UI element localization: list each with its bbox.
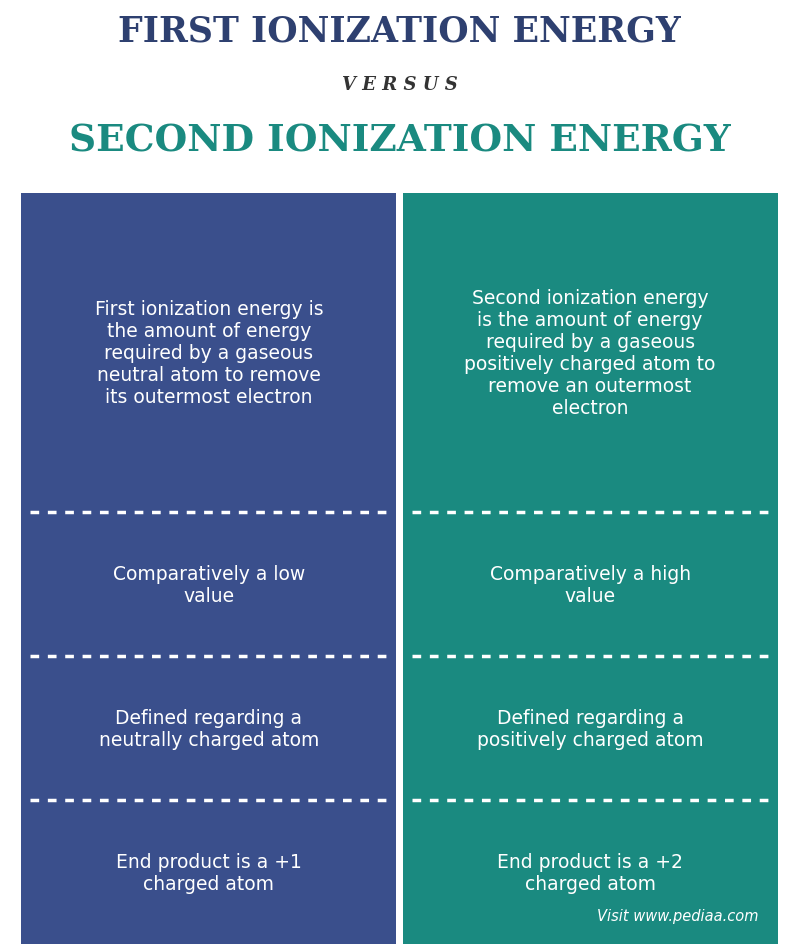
- Text: End product is a +2
charged atom: End product is a +2 charged atom: [497, 851, 683, 893]
- FancyBboxPatch shape: [403, 194, 777, 513]
- Text: FIRST IONIZATION ENERGY: FIRST IONIZATION ENERGY: [118, 14, 681, 48]
- FancyBboxPatch shape: [22, 194, 396, 513]
- Text: Visit www.pediaa.com: Visit www.pediaa.com: [598, 908, 759, 923]
- FancyBboxPatch shape: [22, 801, 396, 944]
- Text: Defined regarding a
positively charged atom: Defined regarding a positively charged a…: [477, 708, 703, 749]
- Text: V E R S U S: V E R S U S: [342, 76, 457, 93]
- Text: Second ionization energy
is the amount of energy
required by a gaseous
positivel: Second ionization energy is the amount o…: [464, 289, 716, 417]
- FancyBboxPatch shape: [403, 801, 777, 944]
- Text: First ionization energy is
the amount of energy
required by a gaseous
neutral at: First ionization energy is the amount of…: [94, 300, 323, 407]
- FancyBboxPatch shape: [403, 657, 777, 801]
- Text: End product is a +1
charged atom: End product is a +1 charged atom: [116, 851, 302, 893]
- Text: SECOND IONIZATION ENERGY: SECOND IONIZATION ENERGY: [69, 123, 730, 160]
- Text: Defined regarding a
neutrally charged atom: Defined regarding a neutrally charged at…: [98, 708, 319, 749]
- Text: Comparatively a low
value: Comparatively a low value: [113, 565, 305, 605]
- Text: Comparatively a high
value: Comparatively a high value: [490, 565, 690, 605]
- FancyBboxPatch shape: [22, 513, 396, 657]
- FancyBboxPatch shape: [403, 513, 777, 657]
- FancyBboxPatch shape: [22, 657, 396, 801]
